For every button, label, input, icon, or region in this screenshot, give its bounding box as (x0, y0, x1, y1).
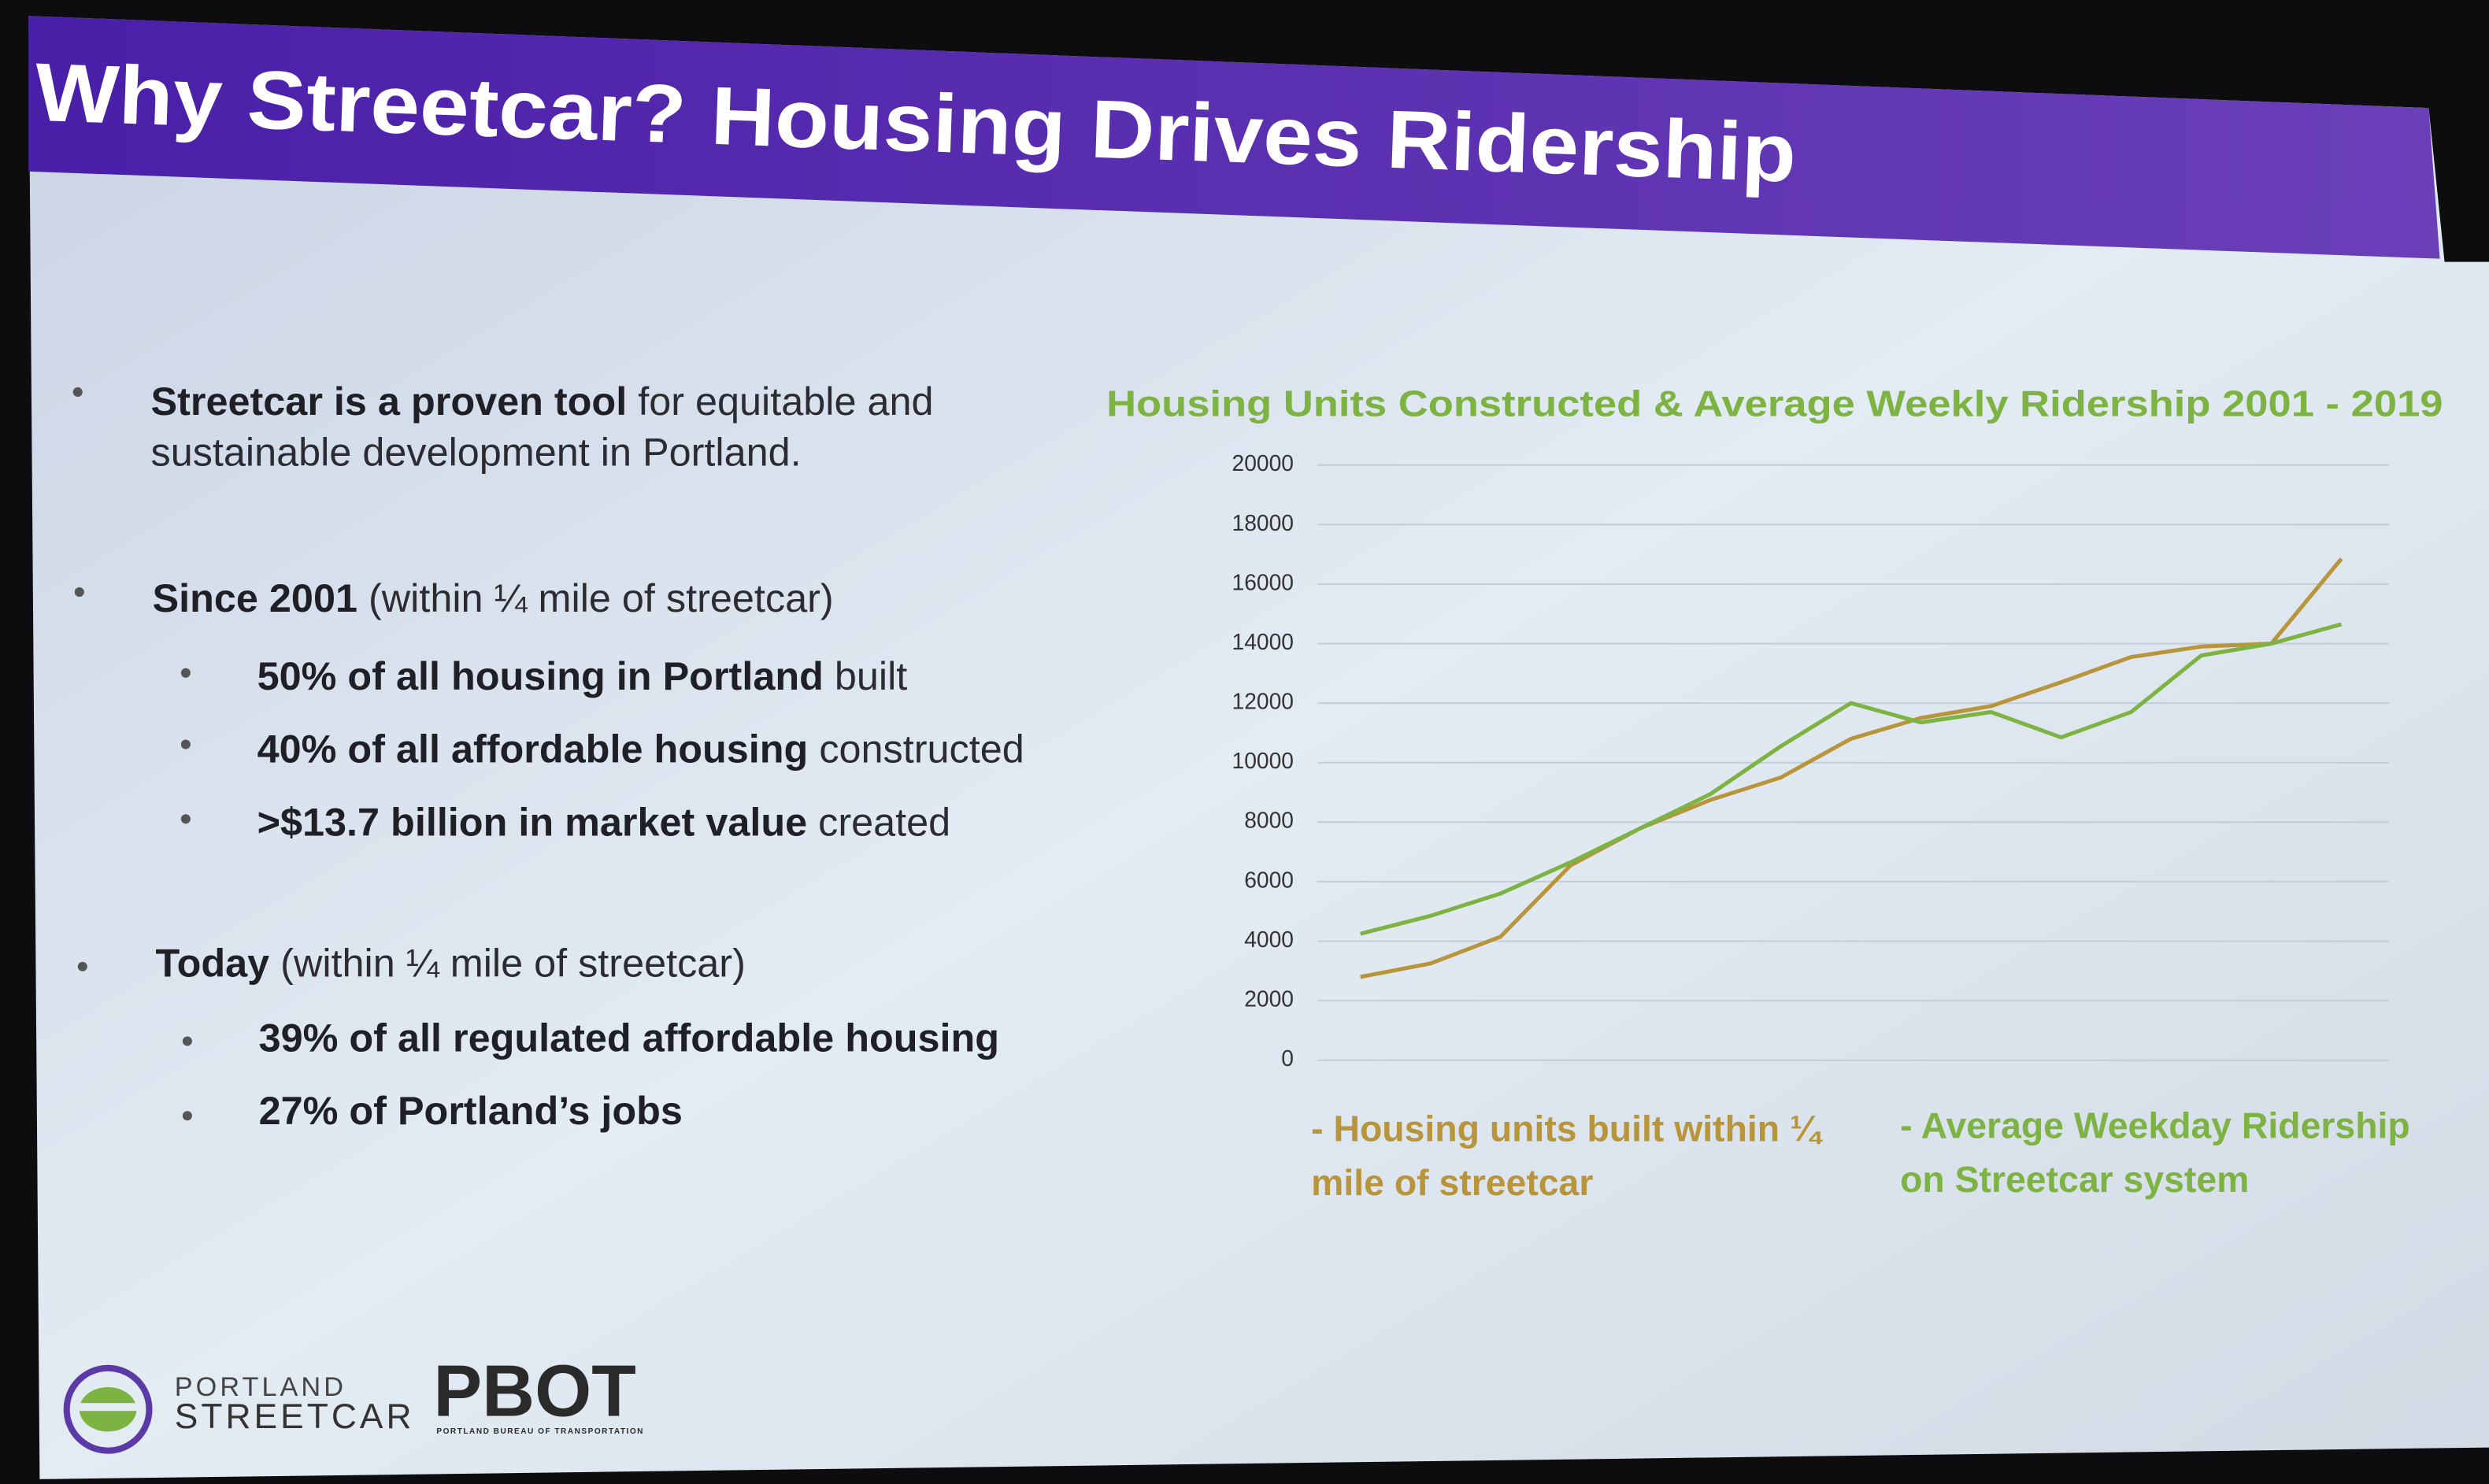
bullet-text: 27% of Portland’s jobs (259, 1089, 683, 1134)
bullet (180, 668, 191, 678)
bold-text: 27% of Portland’s jobs (259, 1089, 683, 1134)
series-line (1360, 557, 2343, 979)
y-tick-label: 0 (1281, 1045, 1294, 1071)
bold-text: Since 2001 (153, 575, 357, 620)
logo-text: PORTLAND (175, 1372, 346, 1402)
logo-text: STREETCAR (175, 1397, 415, 1436)
bullet (182, 1111, 192, 1121)
legend-label: - Housing units built within ¼ mile of s… (1311, 1108, 1820, 1204)
y-tick-label: 2000 (1244, 986, 1294, 1012)
agency-logo: PBOT (433, 1350, 636, 1432)
slide (28, 16, 2489, 1479)
logo-ring (63, 1364, 153, 1454)
bullet-text: 40% of all affordable housing constructe… (257, 727, 1024, 772)
bullet-text: Since 2001 (within ¼ mile of streetcar) (153, 575, 834, 620)
text: constructed (819, 727, 1024, 772)
bullet-text: sustainable development in Portland. (151, 430, 802, 475)
text: for equitable and (638, 379, 933, 424)
y-tick-label: 10000 (1232, 748, 1294, 773)
bullet-text: 50% of all housing in Portland built (257, 653, 908, 698)
bullet (74, 587, 84, 598)
logo-stripe (79, 1403, 137, 1412)
legend-label: - Average Weekday Ridership on Streetcar… (1900, 1105, 2410, 1201)
y-tick-label: 8000 (1244, 808, 1294, 833)
bullet-text: Streetcar is a proven tool for equitable… (151, 379, 934, 424)
bullet-text: Today (within ¼ mile of streetcar) (156, 941, 746, 986)
bullet (77, 961, 87, 971)
bullet (180, 739, 191, 749)
y-tick-label: 16000 (1232, 569, 1294, 594)
y-tick-label: 6000 (1244, 867, 1294, 892)
bold-text: Streetcar is a proven tool (151, 379, 628, 424)
y-tick-label: 18000 (1232, 510, 1294, 535)
bold-text: >$13.7 billion in market value (257, 800, 808, 845)
y-tick-label: 12000 (1232, 689, 1294, 714)
bullet-text: >$13.7 billion in market value created (257, 800, 951, 845)
text: created (818, 800, 950, 845)
agency-name: PORTLAND BUREAU OF TRANSPORTATION (436, 1427, 643, 1436)
bold-text: Today (156, 941, 270, 986)
text: sustainable development in Portland. (151, 430, 802, 475)
bullet (180, 814, 191, 824)
legend-entry: - Average Weekday Ridership on Streetcar… (1900, 1105, 2410, 1201)
text: built (835, 653, 907, 698)
bold-text: 40% of all affordable housing (257, 727, 809, 772)
text: (within ¼ mile of streetcar) (280, 941, 746, 986)
bold-text: 50% of all housing in Portland (257, 653, 824, 698)
legend-entry: - Housing units built within ¼ mile of s… (1311, 1108, 1820, 1204)
header-band (28, 16, 2440, 259)
bullet-text: 39% of all regulated affordable housing (259, 1016, 999, 1060)
y-tick-label: 14000 (1232, 629, 1294, 654)
bold-text: 39% of all regulated affordable housing (259, 1016, 999, 1060)
bullet (72, 387, 83, 398)
text: (within ¼ mile of streetcar) (369, 575, 834, 620)
bullet (182, 1036, 192, 1046)
chart: Housing Units Constructed & Average Week… (1106, 383, 2443, 1204)
bullets: Streetcar is a proven tool for equitable… (72, 379, 1024, 1134)
y-tick-label: 20000 (1232, 450, 1294, 476)
logos: PORTLAND STREETCAR PBOT PORTLAND BUREAU … (63, 1350, 643, 1454)
y-tick-label: 4000 (1244, 927, 1294, 952)
series-line (1360, 622, 2343, 936)
chart-title: Housing Units Constructed & Average Week… (1106, 383, 2443, 424)
